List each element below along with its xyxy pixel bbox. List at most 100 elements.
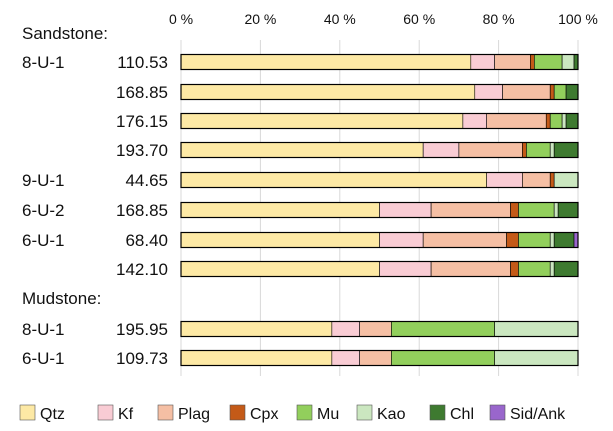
row-depth-label: 110.53 — [117, 53, 168, 72]
bar-outline — [180, 349, 579, 367]
bars — [180, 53, 579, 367]
bar-segment — [422, 142, 460, 158]
bar-segment — [391, 321, 495, 337]
bar-segment — [474, 84, 503, 100]
group-label: Mudstone: — [22, 289, 101, 308]
bar-segment — [553, 84, 567, 100]
x-tick-label: 40 % — [324, 11, 356, 27]
bar-outline — [180, 231, 579, 249]
bar-segment — [391, 350, 495, 366]
bar-segment — [458, 142, 523, 158]
row-depth-label: 168.85 — [116, 83, 168, 102]
bar-segment — [470, 54, 495, 70]
bar-segment — [180, 350, 333, 366]
bar-segment — [557, 202, 579, 218]
legend-label: Sid/Ank — [510, 406, 566, 423]
bar-outline — [180, 141, 579, 159]
row-depth-label: 193.70 — [116, 141, 168, 160]
bar-segment — [518, 202, 555, 218]
bar-segment — [553, 202, 559, 218]
x-tick-label: 0 % — [169, 11, 193, 27]
row-depth-label: 176.15 — [116, 112, 168, 131]
legend-swatch — [157, 404, 174, 421]
bar-segment — [522, 142, 527, 158]
row-depth-label: 68.40 — [125, 231, 168, 250]
bar-segment — [379, 261, 432, 277]
legend-swatch — [97, 404, 114, 421]
bar-segment — [553, 172, 579, 188]
legend-label: Kao — [377, 406, 406, 423]
bar-segment — [379, 202, 432, 218]
bar-segment — [561, 54, 575, 70]
bar-segment — [545, 113, 551, 129]
row-depth-label: 142.10 — [116, 260, 168, 279]
legend-label: Qtz — [40, 406, 65, 423]
legend-swatch — [489, 404, 506, 421]
bar-segment — [526, 142, 551, 158]
bar-segment — [430, 202, 511, 218]
row-depth-label: 109.73 — [116, 349, 168, 368]
legend-swatch — [229, 404, 246, 421]
row-well-label: 6-U-1 — [22, 349, 65, 368]
bar-outline — [180, 112, 579, 130]
bar-segment — [486, 172, 523, 188]
bar-outline — [180, 260, 579, 278]
x-axis-ticks: 0 % 20 % 40 % 60 % 80 % 100 % — [169, 11, 598, 27]
bar-segment — [422, 232, 507, 248]
bar-segment — [180, 113, 464, 129]
bar-segment — [180, 261, 380, 277]
legend-swatch — [429, 404, 446, 421]
bar-segment — [549, 142, 555, 158]
bar-segment — [549, 261, 555, 277]
bar-segment — [518, 232, 551, 248]
bar-segment — [506, 232, 519, 248]
bar-outline — [180, 171, 579, 189]
bar-outline — [180, 320, 579, 338]
bar-segment — [359, 350, 392, 366]
bar-segment — [565, 84, 579, 100]
legend-swatch — [356, 404, 373, 421]
bar-segment — [553, 232, 575, 248]
bar-segment — [180, 54, 472, 70]
bar-segment — [331, 350, 360, 366]
bar-segment — [549, 84, 555, 100]
bar-segment — [553, 142, 579, 158]
legend-label: Mu — [317, 406, 339, 423]
bar-segment — [494, 350, 579, 366]
bar-segment — [553, 261, 579, 277]
bar-segment — [180, 84, 476, 100]
bar-segment — [502, 84, 551, 100]
bar-segment — [331, 321, 360, 337]
legend: Qtz Kf Plag Cpx Mu Kao Chl Sid/Ank — [19, 404, 566, 423]
legend-label: Plag — [178, 406, 210, 423]
bar-segment — [561, 113, 567, 129]
bar-segment — [486, 113, 547, 129]
bar-segment — [494, 321, 579, 337]
x-tick-label: 100 % — [558, 11, 598, 27]
legend-label: Chl — [450, 406, 474, 423]
x-tick-label: 60 % — [403, 11, 435, 27]
bar-segment — [494, 54, 531, 70]
bar-segment — [430, 261, 511, 277]
bar-segment — [180, 232, 380, 248]
row-depth-label: 168.85 — [116, 201, 168, 220]
row-well-label: 8-U-1 — [22, 53, 65, 72]
legend-swatch — [296, 404, 313, 421]
row-depth-label: 44.65 — [125, 171, 168, 190]
row-labels: Sandstone: Mudstone: 8-U-1 110.53 168.85 176.… — [22, 24, 168, 368]
bar-segment — [180, 142, 424, 158]
bar-segment — [549, 113, 563, 129]
legend-swatch — [19, 404, 36, 421]
row-well-label: 8-U-1 — [22, 320, 65, 339]
row-well-label: 9-U-1 — [22, 171, 65, 190]
bar-segment — [180, 202, 380, 218]
bar-segment — [462, 113, 487, 129]
bar-segment — [359, 321, 392, 337]
bar-segment — [530, 54, 535, 70]
group-label: Sandstone: — [22, 24, 108, 43]
bar-segment — [379, 232, 424, 248]
bar-segment — [522, 172, 551, 188]
bar-outline — [180, 201, 579, 219]
bar-segment — [180, 172, 487, 188]
